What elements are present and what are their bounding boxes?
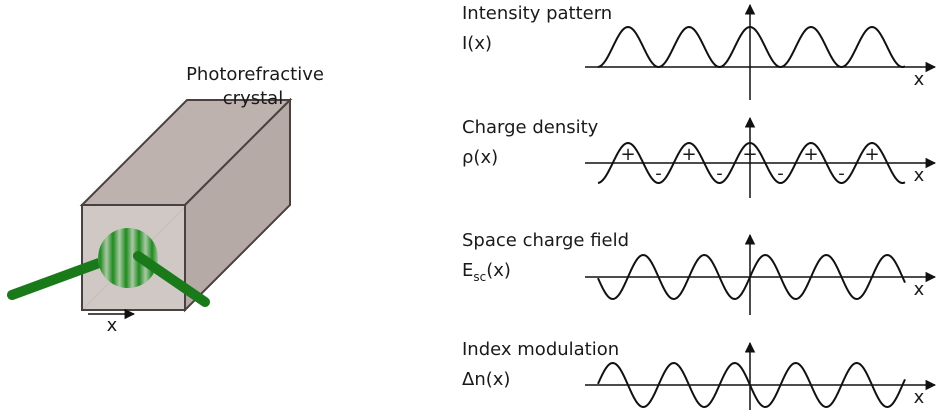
axis-label: x [914, 69, 925, 90]
curve [597, 254, 906, 300]
minus-sign: - [838, 163, 845, 184]
panel-title: Intensity pattern [462, 3, 612, 24]
panel-title: Space charge field [462, 230, 629, 251]
crystal-axis-label: x [107, 315, 118, 336]
minus-sign: - [777, 163, 784, 184]
plus-sign: + [681, 144, 696, 165]
plus-sign: + [620, 144, 635, 165]
crystal-label: crystal [223, 88, 283, 109]
plus-sign: + [803, 144, 818, 165]
crystal: x Photorefractive crystal [7, 64, 324, 336]
beam [133, 251, 210, 307]
symbol-rest: (x) [486, 260, 511, 281]
minus-sign: - [716, 163, 723, 184]
axis-label: x [914, 165, 925, 186]
panel-symbol: I(x) [462, 33, 492, 54]
plus-sign: + [864, 144, 879, 165]
minus-sign: - [655, 163, 662, 184]
panel-symbol: Esc(x) [462, 260, 511, 284]
panel-symbol: ρ(x) [462, 147, 498, 168]
panel-symbol: Δn(x) [462, 369, 510, 390]
panels: Intensity pattern I(x) x Charge density ρ(x)… [462, 3, 937, 410]
axis-label: x [914, 279, 925, 300]
axis-label: x [914, 387, 925, 408]
crystal-label: Photorefractive [186, 64, 324, 85]
panel-title: Charge density [462, 117, 599, 138]
symbol-subscript: sc [473, 270, 486, 284]
curve [597, 362, 906, 408]
curve [597, 25, 906, 68]
curve [597, 141, 906, 184]
panel-title: Index modulation [462, 339, 619, 360]
plus-sign: + [742, 144, 757, 165]
symbol-base: E [462, 260, 473, 281]
